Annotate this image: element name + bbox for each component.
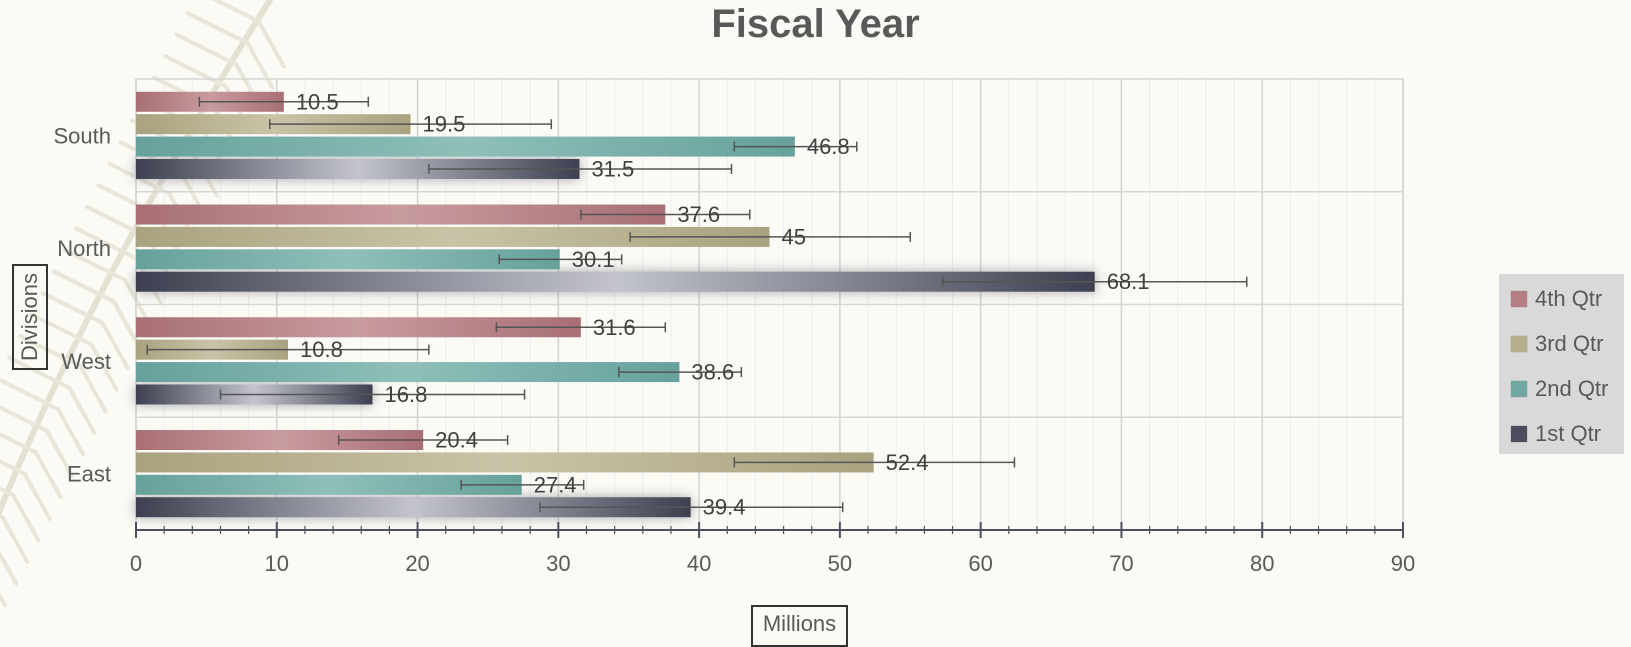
data-label: 27.4 bbox=[534, 472, 577, 497]
data-label: 20.4 bbox=[435, 428, 478, 453]
y-tick-label: West bbox=[61, 349, 111, 374]
x-tick-label: 50 bbox=[828, 551, 852, 576]
legend-swatch bbox=[1511, 291, 1527, 307]
data-label: 37.6 bbox=[677, 202, 720, 227]
x-tick-label: 40 bbox=[687, 551, 711, 576]
legend: 4th Qtr 3rd Qtr 2nd Qtr 1st Qtr bbox=[1499, 274, 1624, 454]
x-axis-title: Millions bbox=[751, 605, 848, 647]
data-label: 19.5 bbox=[423, 112, 466, 137]
data-label: 16.8 bbox=[385, 382, 428, 407]
x-tick-label: 70 bbox=[1109, 551, 1133, 576]
bar bbox=[136, 136, 795, 157]
bars: 39.4 27.4 52.4 20.4 16.8 38.6 10.8 31.6 68.1 30.1… bbox=[136, 89, 1248, 520]
bar bbox=[136, 317, 581, 338]
bar bbox=[136, 452, 874, 473]
y-tick-label: North bbox=[57, 236, 111, 261]
bar bbox=[136, 430, 424, 451]
y-axis: East West North South bbox=[54, 123, 112, 486]
bar bbox=[136, 204, 666, 225]
x-tick-label: 10 bbox=[265, 551, 289, 576]
legend-label: 4th Qtr bbox=[1535, 286, 1603, 311]
legend-item-1st-qtr: 1st Qtr bbox=[1511, 419, 1601, 449]
bar bbox=[136, 249, 560, 270]
data-label: 31.5 bbox=[591, 156, 634, 181]
data-label: 52.4 bbox=[886, 450, 929, 475]
legend-swatch bbox=[1511, 381, 1527, 397]
bar bbox=[136, 497, 691, 518]
chart-title: Fiscal Year bbox=[711, 2, 920, 46]
legend-label: 1st Qtr bbox=[1535, 421, 1602, 446]
data-label: 30.1 bbox=[572, 247, 615, 272]
bar bbox=[136, 271, 1095, 292]
y-axis-title-text: Divisions bbox=[17, 272, 42, 362]
x-tick-label: 90 bbox=[1391, 551, 1415, 576]
legend-swatch bbox=[1511, 426, 1527, 442]
legend-item-2nd-qtr: 2nd Qtr bbox=[1511, 374, 1608, 404]
legend-item-3rd-qtr: 3rd Qtr bbox=[1511, 329, 1603, 359]
data-label: 39.4 bbox=[703, 495, 746, 520]
data-label: 10.8 bbox=[300, 337, 343, 362]
x-tick-label: 30 bbox=[546, 551, 570, 576]
data-label: 31.6 bbox=[593, 315, 636, 340]
bar bbox=[136, 362, 680, 383]
y-axis-title: Divisions bbox=[12, 264, 48, 370]
legend-label: 3rd Qtr bbox=[1535, 331, 1604, 356]
legend-item-4th-qtr: 4th Qtr bbox=[1511, 284, 1602, 314]
y-tick-label: East bbox=[67, 462, 111, 487]
data-label: 68.1 bbox=[1107, 269, 1150, 294]
x-tick-label: 60 bbox=[968, 551, 992, 576]
x-tick-label: 80 bbox=[1250, 551, 1274, 576]
y-tick-label: South bbox=[54, 123, 112, 148]
bar bbox=[136, 158, 580, 179]
x-tick-label: 20 bbox=[405, 551, 429, 576]
bar bbox=[136, 226, 770, 247]
legend-swatch bbox=[1511, 336, 1527, 352]
x-tick-label: 0 bbox=[130, 551, 142, 576]
data-label: 38.6 bbox=[691, 360, 734, 385]
x-axis: 0 10 20 30 40 50 60 70 80 90 bbox=[130, 522, 1415, 576]
data-label: 10.5 bbox=[296, 89, 339, 114]
bar bbox=[136, 474, 522, 495]
data-label: 46.8 bbox=[807, 134, 850, 159]
data-label: 45 bbox=[782, 224, 806, 249]
legend-label: 2nd Qtr bbox=[1535, 376, 1609, 401]
